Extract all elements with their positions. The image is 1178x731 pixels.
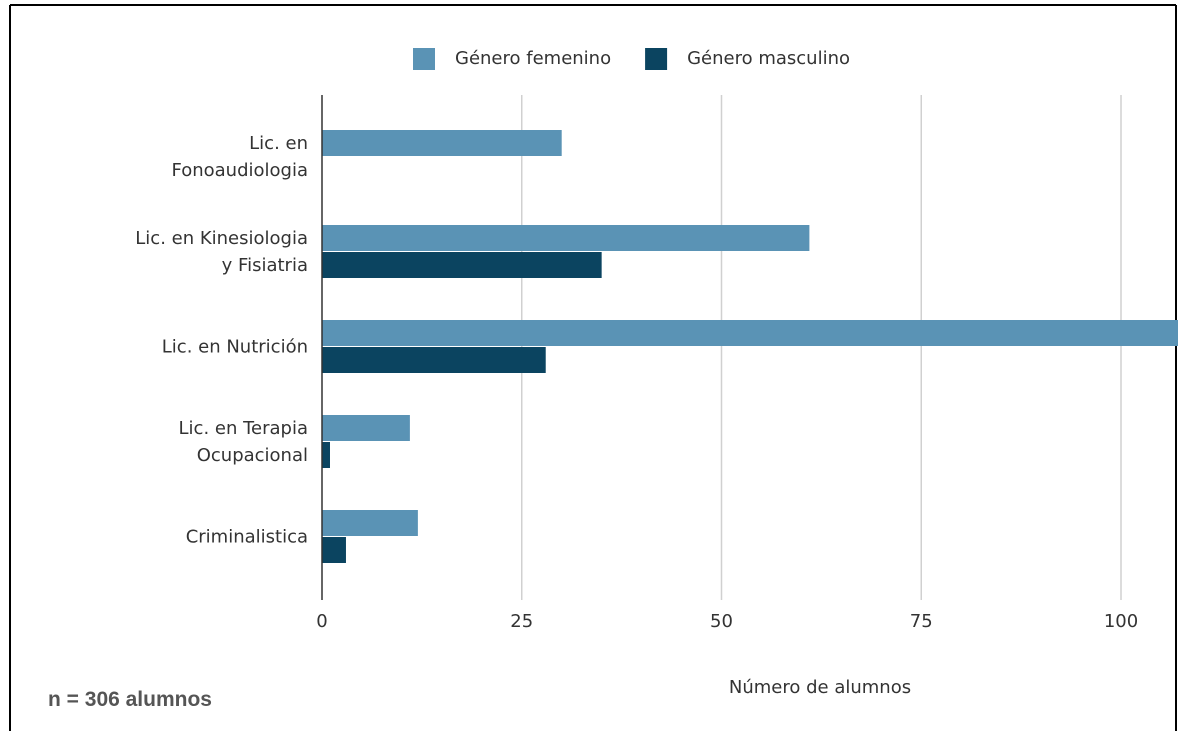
legend-swatch: [413, 48, 435, 70]
bar: [322, 537, 346, 563]
y-tick-label: Lic. en Terapia Ocupacional: [178, 418, 308, 466]
legend-label: Género masculino: [687, 48, 850, 69]
x-tick-label: 0: [316, 611, 327, 632]
bar: [322, 130, 562, 156]
legend-label: Género femenino: [455, 48, 611, 69]
x-tick-label: 75: [910, 611, 933, 632]
bar: [322, 225, 810, 251]
x-tick-label: 25: [510, 611, 533, 632]
x-axis-title: Número de alumnos: [729, 677, 911, 698]
bar: [322, 510, 418, 536]
bar: [322, 442, 330, 468]
x-tick-label: 100: [1104, 611, 1138, 632]
bar: [322, 347, 546, 373]
bar: [322, 320, 1178, 346]
legend-swatch: [645, 48, 668, 70]
y-tick-label: Criminalistica: [185, 526, 308, 548]
y-tick-label: Lic. en Fonoaudiologia: [171, 133, 309, 181]
note: n = 306 alumnos: [48, 688, 212, 711]
y-tick-label: Lic. en Nutrición: [161, 336, 308, 358]
bar: [322, 415, 410, 441]
y-tick-label: Lic. en Kinesiologia y Fisiatria: [135, 228, 308, 276]
bar: [322, 252, 602, 278]
x-tick-label: 50: [710, 611, 733, 632]
